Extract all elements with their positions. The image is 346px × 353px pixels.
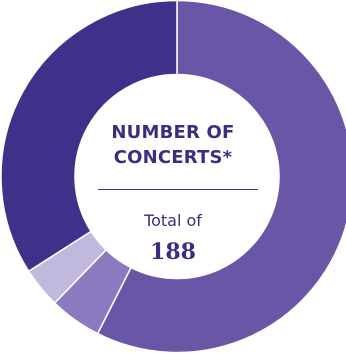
total-label: Total of: [144, 211, 202, 230]
chart-title-line-2: CONCERTS*: [113, 147, 233, 168]
chart-title-line-1: NUMBER OF: [111, 122, 235, 143]
donut-slice-4: [0, 0, 178, 273]
donut-slice-1: [96, 0, 346, 353]
title-divider: [98, 189, 258, 190]
total-value: 188: [150, 239, 196, 265]
chart-title: NUMBER OF CONCERTS*: [0, 120, 346, 170]
